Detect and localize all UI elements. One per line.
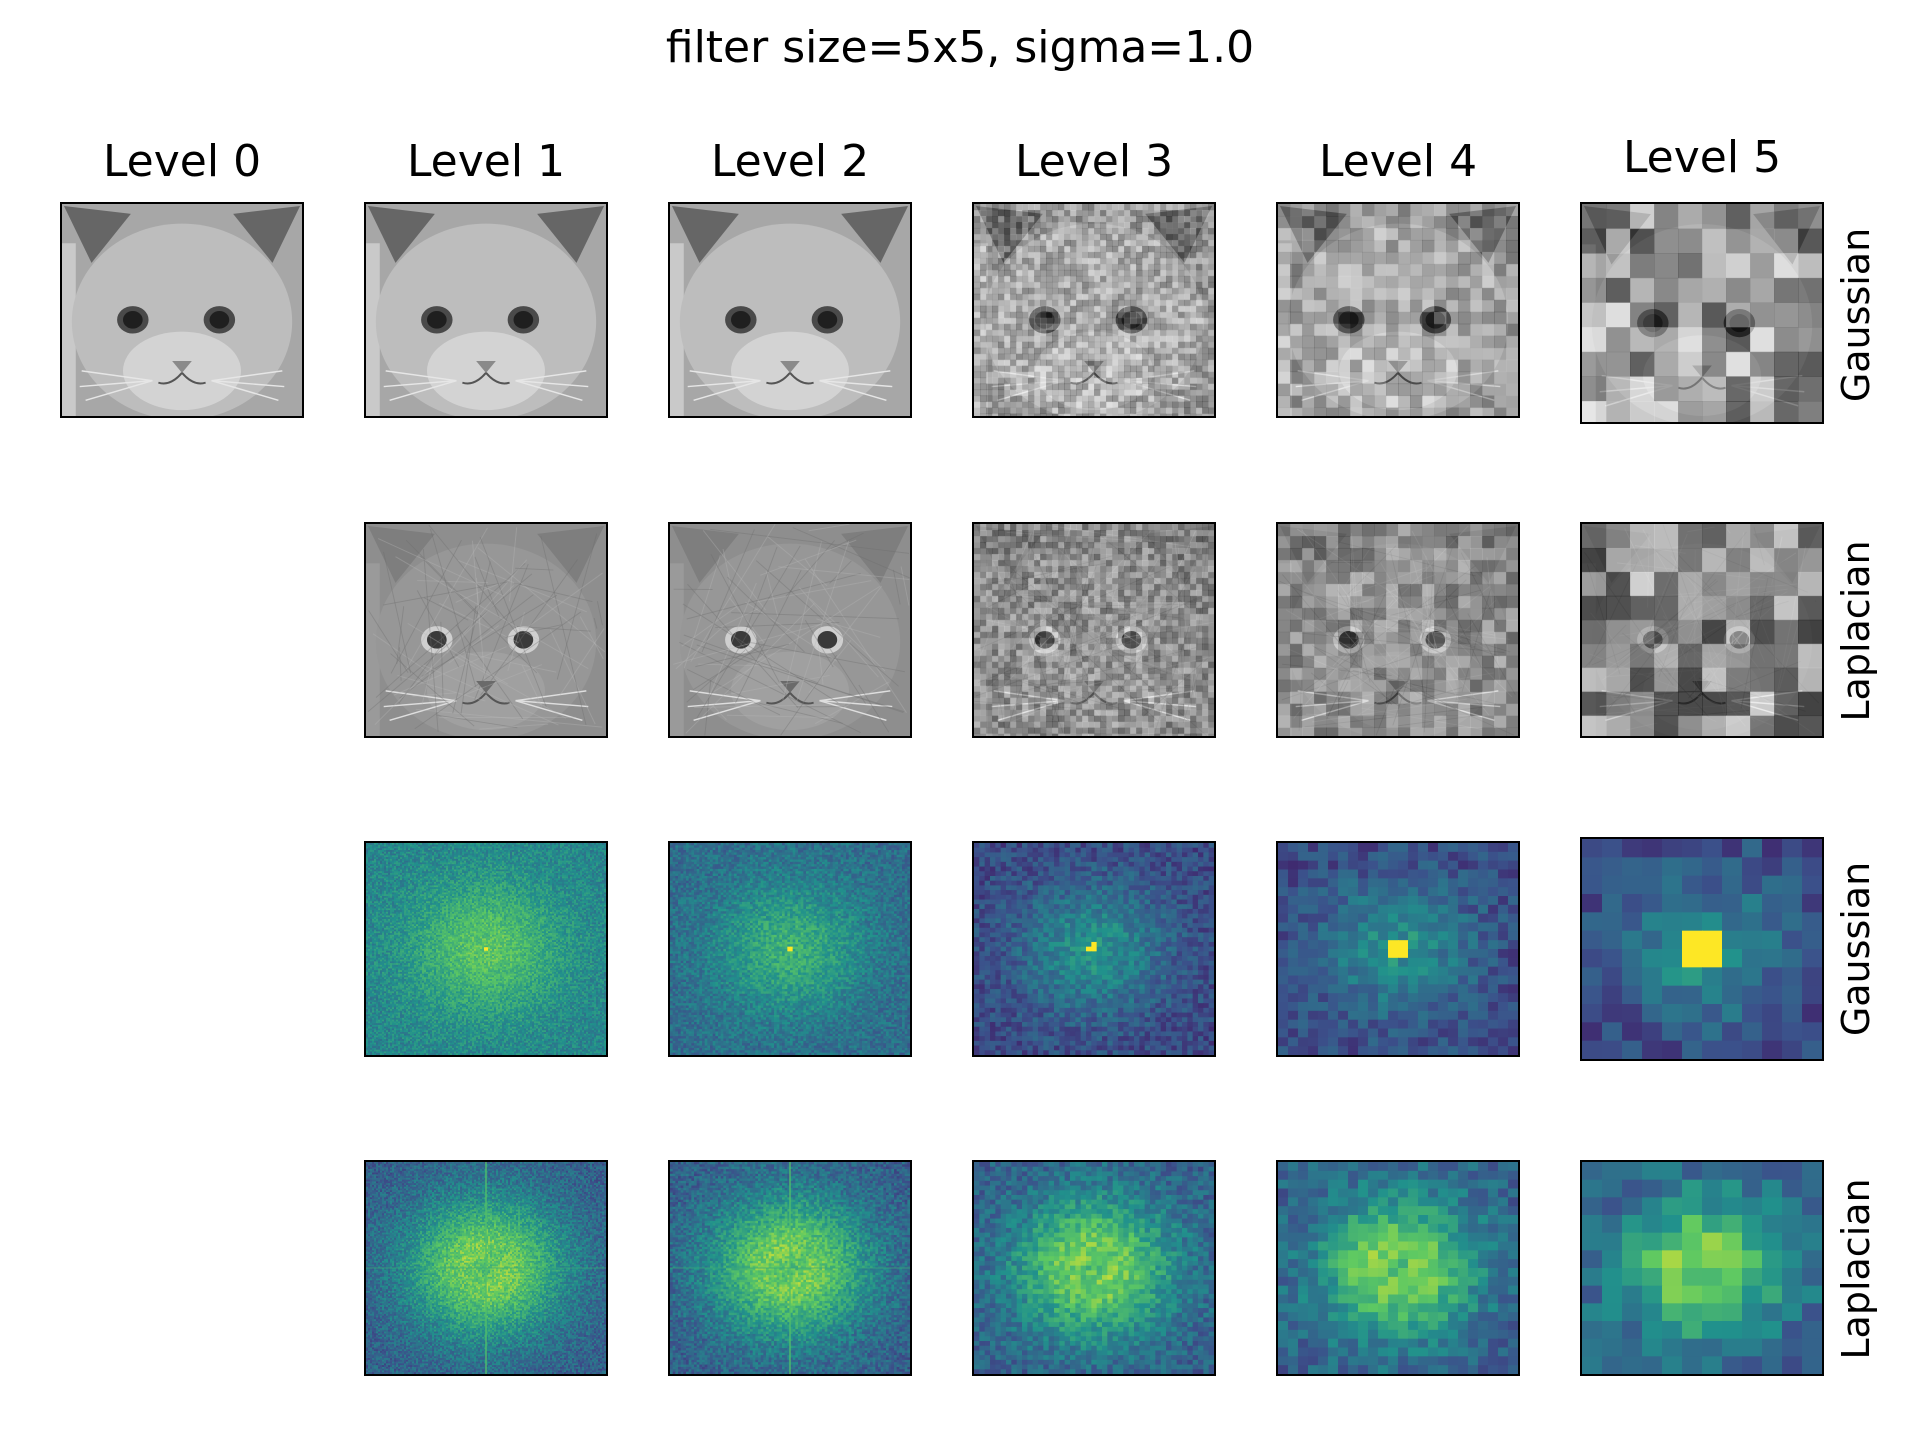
gaussian-image-level-0 — [60, 202, 304, 418]
gaussian-image-level-3 — [972, 202, 1216, 418]
gaussian-spectrum-level-2 — [668, 841, 912, 1057]
level-3-title: Level 3 — [964, 136, 1224, 187]
panel-image — [670, 843, 910, 1055]
panel-image — [366, 204, 606, 416]
panel-image — [366, 843, 606, 1055]
laplacian-image-level-3 — [972, 522, 1216, 738]
laplacian-image-level-2 — [668, 522, 912, 738]
laplacian-spectrum-level-5 — [1580, 1160, 1824, 1376]
gaussian-spectrum-level-3 — [972, 841, 1216, 1057]
row-label-laplacian-spectra: Laplacian — [1831, 1154, 1881, 1384]
panel-image — [1278, 524, 1518, 736]
panel-image — [974, 1162, 1214, 1374]
panel-image — [670, 204, 910, 416]
panel-image — [1582, 839, 1822, 1059]
panel-image — [1582, 204, 1822, 422]
level-4-title: Level 4 — [1268, 136, 1528, 187]
panel-image — [62, 204, 302, 416]
level-5-title: Level 5 — [1572, 132, 1832, 183]
gaussian-image-level-4 — [1276, 202, 1520, 418]
gaussian-image-level-5 — [1580, 202, 1824, 424]
laplacian-image-level-4 — [1276, 522, 1520, 738]
panel-image — [670, 1162, 910, 1374]
figure-title: filter size=5x5, sigma=1.0 — [0, 22, 1920, 73]
level-0-title: Level 0 — [52, 136, 312, 187]
gaussian-spectrum-level-4 — [1276, 841, 1520, 1057]
panel-image — [1278, 204, 1518, 416]
laplacian-spectrum-level-4 — [1276, 1160, 1520, 1376]
gaussian-spectrum-level-1 — [364, 841, 608, 1057]
laplacian-spectrum-level-3 — [972, 1160, 1216, 1376]
laplacian-spectrum-level-2 — [668, 1160, 912, 1376]
panel-image — [1582, 1162, 1822, 1374]
gaussian-image-level-1 — [364, 202, 608, 418]
row-label-gaussian-images: Gaussian — [1831, 200, 1881, 430]
panel-image — [366, 1162, 606, 1374]
level-2-title: Level 2 — [660, 136, 920, 187]
panel-image — [974, 524, 1214, 736]
row-label-gaussian-spectra: Gaussian — [1831, 834, 1881, 1064]
panel-image — [1278, 1162, 1518, 1374]
laplacian-image-level-5 — [1580, 522, 1824, 738]
laplacian-image-level-1 — [364, 522, 608, 738]
level-1-title: Level 1 — [356, 136, 616, 187]
panel-image — [1582, 524, 1822, 736]
panel-image — [974, 204, 1214, 416]
panel-image — [366, 524, 606, 736]
panel-image — [1278, 843, 1518, 1055]
panel-image — [670, 524, 910, 736]
laplacian-spectrum-level-1 — [364, 1160, 608, 1376]
gaussian-image-level-2 — [668, 202, 912, 418]
gaussian-spectrum-level-5 — [1580, 837, 1824, 1061]
panel-image — [974, 843, 1214, 1055]
row-label-laplacian-images: Laplacian — [1831, 516, 1881, 746]
